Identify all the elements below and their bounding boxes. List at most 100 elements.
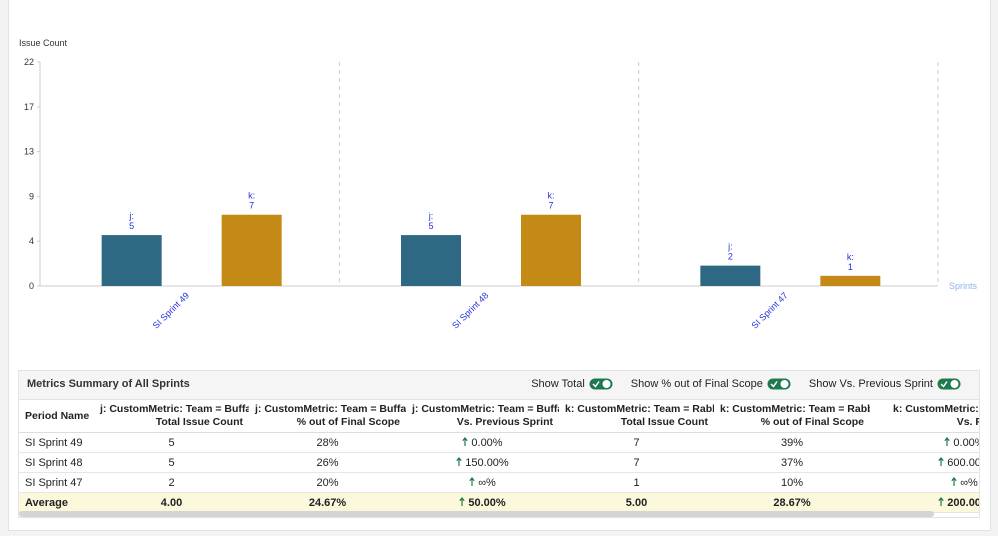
table-cell: 5 <box>94 452 249 473</box>
switch-check <box>770 381 778 388</box>
cell-text: 4.00 <box>160 496 183 509</box>
cell-text: 1 <box>633 476 640 489</box>
toggle[interactable]: Show % out of Final Scope <box>631 378 791 390</box>
bar-label-prefix: k: <box>547 191 554 201</box>
arrow-shape <box>469 476 475 486</box>
column-header[interactable]: Period Name <box>19 400 94 433</box>
y-tick-label: 9 <box>29 191 34 201</box>
cell-text: SI Sprint 48 <box>25 456 83 469</box>
arrow-shape <box>951 476 957 486</box>
bar <box>820 275 881 286</box>
column-header[interactable]: j: CustomMetric: Team = Buffalo% out of … <box>249 400 406 433</box>
table-cell: 28% <box>249 432 406 453</box>
table-cell: 20% <box>249 472 406 493</box>
toggle[interactable]: Show Total <box>531 378 613 390</box>
table-cell: 10% <box>714 472 870 493</box>
table-cell: 0.00% <box>406 432 559 453</box>
arrow-shape <box>938 496 944 506</box>
cell-text: 20% <box>316 476 339 489</box>
table-cell: 2 <box>94 472 249 493</box>
up-arrow <box>951 476 957 486</box>
arrow-shape <box>459 496 466 506</box>
table-row: SI Sprint 47 2 20% ∞% 1 10% ∞% <box>19 472 979 493</box>
cell-text: SI Sprint 49 <box>25 436 83 449</box>
arrow-shape <box>462 436 469 446</box>
table-cell: SI Sprint 48 <box>19 452 94 473</box>
up-arrow <box>938 496 944 506</box>
toggle-label: Show % out of Final Scope <box>630 378 763 390</box>
column-header[interactable]: k: CustomMetric: Team = Rabbit% out of F… <box>714 400 870 433</box>
table-cell: Average <box>19 492 94 513</box>
table-cell: 5 <box>94 432 249 453</box>
bar-label-prefix: j: <box>428 211 434 221</box>
toggle-switch <box>937 378 961 390</box>
table-panel: Metrics Summary of All Sprints Show Tota… <box>18 370 980 518</box>
cell-text: 26% <box>316 456 339 469</box>
arrow-shape <box>938 456 944 466</box>
column-title: k: CustomMetric: Team = Rabbit <box>720 403 870 415</box>
y-tick-label: 4 <box>29 236 34 246</box>
table-cell: 50.00% <box>406 492 559 513</box>
table-cell: ∞% <box>870 472 979 493</box>
table-row: Average 4.00 24.67% 50.00% 5.00 28.67% 200.00% <box>19 492 979 513</box>
cell-text: SI Sprint 47 <box>25 476 83 489</box>
toggles: Show Total Show % out of Final Scope Show … <box>531 378 961 390</box>
toggle-label: Show Total <box>531 378 585 390</box>
x-tick-label: SI Sprint 48 <box>450 290 490 330</box>
table-cell: 39% <box>714 432 870 453</box>
arrow-shape <box>456 456 462 466</box>
column-header[interactable]: j: CustomMetric: Team = Buffalo Total Iss… <box>94 400 249 433</box>
table-cell: 600.00% <box>870 452 979 473</box>
cell-text: 5 <box>168 436 175 449</box>
table-cell: 28.67% <box>714 492 870 513</box>
bar <box>101 235 162 286</box>
switch-knob <box>780 380 789 388</box>
cell-text: 7 <box>633 436 640 449</box>
cell-text: 24.67% <box>308 496 347 509</box>
bar-label: 5 <box>428 221 433 231</box>
x-tick-label: SI Sprint 47 <box>749 290 789 330</box>
cell-text: 600.00% <box>947 456 979 469</box>
cell-text: ∞% <box>960 476 978 489</box>
metrics-table: Period Name j: CustomMetric: Team = Buffa… <box>19 400 979 513</box>
y-tick-label: 0 <box>29 281 34 291</box>
up-arrow <box>456 456 462 466</box>
column-header[interactable]: k: CustomMetric: Team = RabbitVs. Previo… <box>870 400 979 433</box>
column-subtitle: Vs. Previous Sprint <box>456 416 553 428</box>
cell-text: 28% <box>316 436 339 449</box>
bar-label-prefix: k: <box>847 252 854 262</box>
column-title: k: CustomMetric: Team = Rabbit <box>565 403 714 415</box>
column-title: k: CustomMetric: Team = Rabbit <box>893 403 979 415</box>
switch-check <box>592 381 600 388</box>
cell-text: 28.67% <box>773 496 811 509</box>
up-arrow <box>459 496 466 506</box>
table-row: SI Sprint 48 5 26% 150.00% 7 37% 600.00% <box>19 452 979 473</box>
cell-text: 39% <box>780 436 804 449</box>
cell-text: 10% <box>780 476 804 489</box>
x-axis-label: Sprints <box>949 281 978 291</box>
toggle[interactable]: Show Vs. Previous Sprint <box>809 378 961 390</box>
cell-text: 150.00% <box>465 456 509 469</box>
column-header[interactable]: k: CustomMetric: Team = Rabbit Total Issu… <box>559 400 714 433</box>
bar <box>221 214 282 286</box>
y-tick-label: 22 <box>24 57 34 67</box>
table-cell: 5.00 <box>559 492 714 513</box>
bar-label: 7 <box>249 201 254 211</box>
bar-label: 7 <box>548 201 553 211</box>
table-cell: 1 <box>559 472 714 493</box>
bar-label: 2 <box>728 252 733 262</box>
toggle-switch <box>589 378 613 390</box>
bar <box>700 265 761 286</box>
y-tick-label: 13 <box>24 147 34 157</box>
column-title: Period Name <box>25 409 90 422</box>
column-title: j: CustomMetric: Team = Buffalo <box>100 403 249 415</box>
column-header[interactable]: j: CustomMetric: Team = Buffalo Vs. Previ… <box>406 400 559 433</box>
table-cell: 4.00 <box>94 492 249 513</box>
bar-label: 5 <box>129 221 134 231</box>
cell-text: 37% <box>780 456 804 469</box>
bar-label-prefix: j: <box>727 242 733 252</box>
column-title: j: CustomMetric: Team = Buffalo <box>412 403 559 415</box>
scrollbar[interactable] <box>19 511 934 517</box>
cell-text: 0.00% <box>471 436 503 449</box>
